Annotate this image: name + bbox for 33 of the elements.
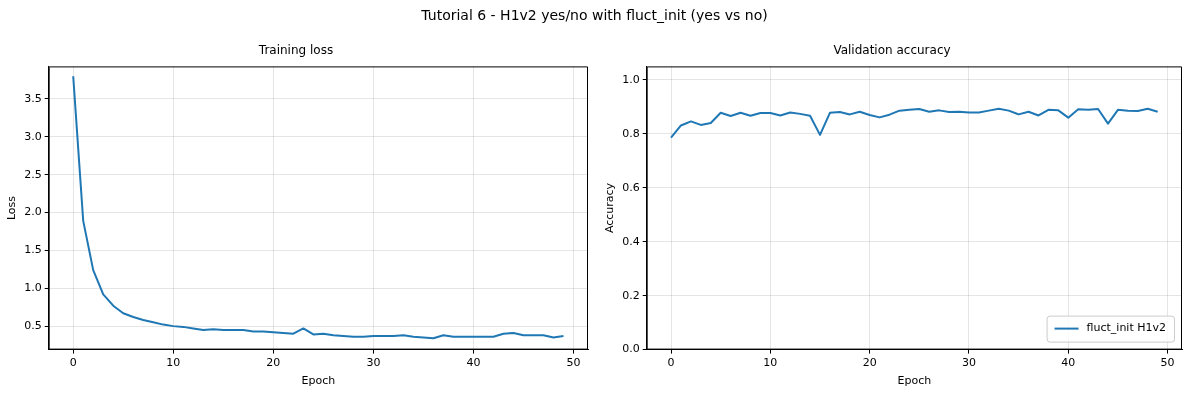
- x-tick-label: 50: [566, 356, 581, 370]
- x-tick-label: 20: [266, 356, 281, 370]
- y-tick-label: 0.0: [622, 342, 640, 356]
- x-axis-title: Epoch: [301, 374, 336, 388]
- x-tick-label: 40: [1061, 356, 1076, 370]
- y-tick-label: 1.0: [24, 281, 42, 295]
- y-tick-label: 0.8: [622, 126, 640, 140]
- y-axis-title: Loss: [5, 195, 19, 221]
- x-axis-title: Epoch: [897, 374, 932, 388]
- y-tick-label: 0.2: [622, 288, 640, 302]
- y-tick-label: 0.5: [24, 318, 42, 332]
- chart-title: Training loss: [257, 43, 334, 58]
- chart-title: Validation accuracy: [833, 43, 951, 58]
- x-tick-label: 0: [667, 356, 675, 370]
- x-tick-label: 50: [1160, 356, 1175, 370]
- y-tick-label: 1.5: [24, 243, 42, 257]
- y-tick-label: 3.0: [24, 129, 42, 143]
- text: Tutorial 6 - H1v2 yes/no with fluct_init (yes vs no): [420, 7, 769, 23]
- x-tick-label: 40: [466, 356, 481, 370]
- x-tick-label: 30: [961, 356, 976, 370]
- x-tick-label: 10: [763, 356, 778, 370]
- y-tick-label: 1.0: [622, 72, 640, 86]
- y-tick-label: 0.4: [622, 234, 640, 248]
- x-tick-label: 20: [862, 356, 877, 370]
- y-tick-label: 3.5: [24, 91, 42, 105]
- x-tick-label: 0: [69, 356, 77, 370]
- y-tick-label: 2.0: [24, 205, 42, 219]
- x-tick-label: 10: [166, 356, 181, 370]
- y-tick-label: 2.5: [24, 167, 42, 181]
- x-tick-label: 30: [366, 356, 381, 370]
- legend-label: fluct_init H1v2: [1086, 321, 1166, 335]
- y-axis-title: Accuracy: [603, 182, 617, 234]
- y-tick-label: 0.6: [622, 180, 640, 194]
